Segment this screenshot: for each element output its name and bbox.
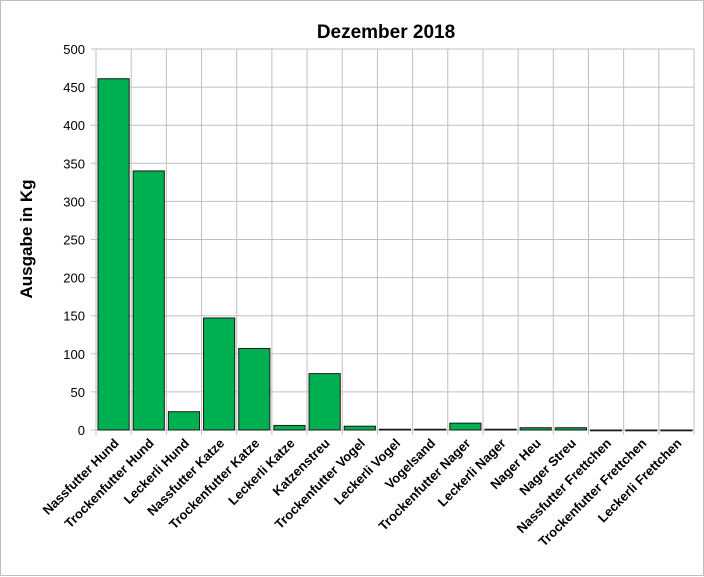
bar — [343, 425, 376, 431]
y-tick-label: 450 — [63, 80, 85, 95]
y-tick-label: 0 — [78, 423, 85, 438]
bar — [97, 78, 130, 431]
bar — [484, 428, 517, 431]
chart-title: Dezember 2018 — [317, 22, 455, 43]
y-tick-label: 50 — [71, 385, 85, 400]
bar — [273, 424, 306, 431]
bar — [554, 427, 587, 431]
y-tick-label: 400 — [63, 118, 85, 133]
bar — [167, 411, 201, 431]
bar — [132, 170, 165, 431]
y-tick-label: 100 — [63, 347, 85, 362]
bar — [625, 429, 658, 432]
y-axis-label: Ausgabe in Kg — [17, 179, 36, 298]
y-tick-label: 350 — [63, 156, 85, 171]
bar — [449, 422, 482, 431]
bar — [308, 373, 341, 431]
y-tick-label: 200 — [63, 271, 85, 286]
y-tick-label: 250 — [63, 233, 85, 248]
bar — [238, 347, 271, 431]
bar — [519, 427, 552, 431]
y-tick-label: 500 — [63, 42, 85, 57]
bar — [378, 428, 412, 431]
y-tick-label: 150 — [63, 309, 85, 324]
bar — [203, 317, 236, 431]
y-tick-label: 300 — [63, 194, 85, 209]
bar — [414, 428, 447, 431]
bar — [589, 429, 623, 432]
bar — [660, 429, 693, 432]
